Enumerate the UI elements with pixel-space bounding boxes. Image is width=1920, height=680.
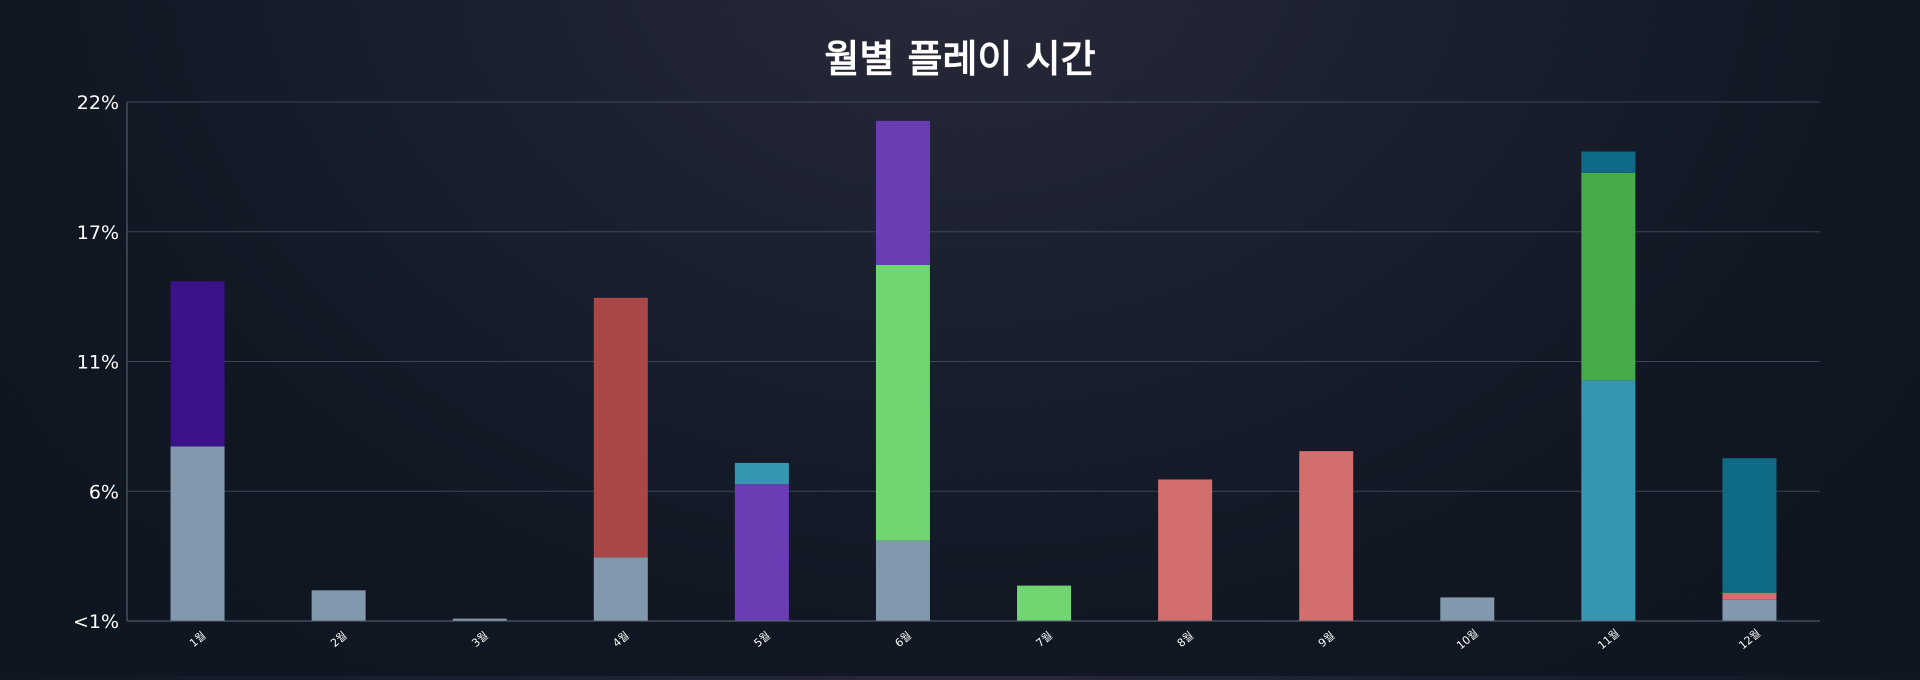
bar-segment — [1722, 458, 1777, 593]
axes — [126, 102, 1820, 622]
bar-segment — [1722, 592, 1777, 600]
y-tick-label: <1% — [73, 611, 119, 633]
bars — [170, 120, 1777, 621]
bar-segment — [593, 557, 648, 621]
x-tick-label: 11월 — [1595, 627, 1622, 652]
bar-segment — [1581, 151, 1636, 173]
bar-segment — [1722, 599, 1777, 621]
x-tick-label: 12월 — [1736, 627, 1763, 652]
bar-segment — [1581, 172, 1636, 381]
bar-segment — [1299, 451, 1354, 621]
y-tick-label: 22% — [77, 92, 119, 114]
bar-segment — [593, 297, 648, 558]
x-tick-label: 10월 — [1454, 627, 1481, 652]
x-tick-label: 1월 — [187, 629, 208, 650]
bar-segment — [1581, 380, 1636, 621]
grid-lines — [127, 101, 1820, 492]
bar-segment — [1158, 479, 1213, 621]
y-tick-label: 17% — [77, 222, 119, 244]
y-tick-labels: <1% 6% 11% 17% 22% — [73, 92, 119, 633]
x-tick-label: 7월 — [1034, 629, 1055, 650]
x-tick-label: 8월 — [1175, 629, 1196, 650]
x-tick-label: 4월 — [610, 629, 631, 650]
x-tick-label: 3월 — [469, 629, 490, 650]
bar-segment — [875, 120, 930, 265]
bar-segment — [875, 540, 930, 621]
x-tick-labels: 1월 2월 3월 4월 5월 6월 7월 8월 9월 10월 11월 12월 — [187, 627, 1763, 652]
bar-segment — [170, 446, 225, 621]
x-tick-label: 9월 — [1316, 629, 1337, 650]
y-tick-label: 6% — [89, 481, 119, 503]
bar-segment — [734, 462, 789, 485]
x-tick-label: 5월 — [751, 629, 772, 650]
bar-segment — [734, 484, 789, 621]
chart-title: 월별 플레이 시간 — [824, 37, 1096, 81]
x-tick-label: 6월 — [893, 629, 914, 650]
bar-segment — [1017, 585, 1072, 621]
bar-segment — [452, 618, 507, 621]
bar-segment — [1440, 597, 1495, 621]
bar-segment — [875, 264, 930, 541]
x-tick-label: 2월 — [328, 629, 349, 650]
y-tick-label: 11% — [77, 352, 119, 374]
bar-segment — [170, 281, 225, 447]
bar-segment — [311, 590, 366, 621]
